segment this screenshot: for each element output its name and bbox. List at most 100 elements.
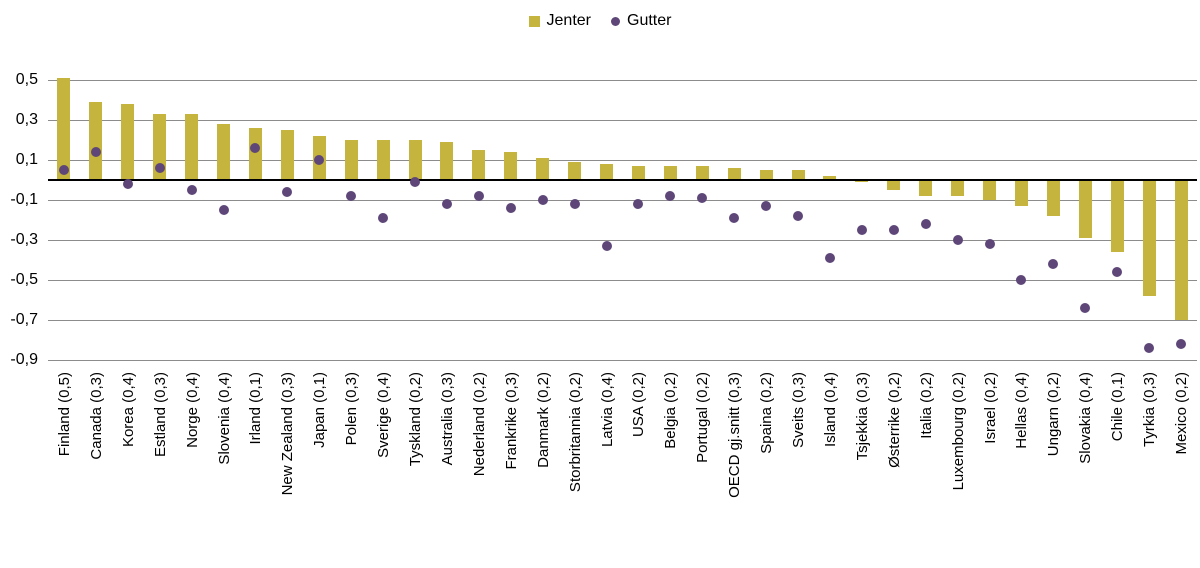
gridline [48,119,1197,121]
dot-gutter [665,191,676,201]
dot-gutter [729,213,740,223]
x-axis-label: Mexico (0,2) [1173,372,1200,455]
x-axis-label-text: Frankrike (0,3) [502,372,520,470]
dot-gutter [856,225,867,235]
dot-gutter [346,191,357,201]
x-axis-label-text: Sverige (0,4) [375,372,393,458]
bar-jenter [631,166,645,180]
x-axis-label-text: Polen (0,3) [343,372,361,446]
bar-jenter [919,180,933,196]
dot-gutter [122,179,133,189]
bar-jenter [408,140,422,180]
x-axis-label-text: Storbritannia (0,2) [566,372,584,493]
x-axis-label-text: Korea (0,4) [119,372,137,448]
dot-gutter [952,235,963,245]
bar-jenter [376,140,390,180]
bar-jenter [1142,180,1156,296]
dot-gutter [569,199,580,209]
dot-gutter [505,203,516,213]
x-axis-label-text: Spaina (0,2) [758,372,776,454]
dot-gutter [697,193,708,203]
dot-gutter [920,219,931,229]
bar-jenter [727,168,741,180]
bar-jenter [791,170,805,180]
x-axis-label-text: Mexico (0,2) [1173,372,1191,455]
dot-gutter [282,187,293,197]
dot-gutter [761,201,772,211]
bar-jenter [1174,180,1188,320]
dot-gutter [473,191,484,201]
y-axis-tick-label: 0,1 [15,151,38,168]
x-axis-label-text: Israel (0,2) [981,372,999,444]
dot-gutter [1176,339,1187,349]
dot-gutter [793,211,804,221]
gridline [48,239,1197,241]
dot-gutter [1144,343,1155,353]
x-axis-label-text: Japan (0,1) [311,372,329,448]
dot-gutter [633,199,644,209]
dot-gutter [1016,275,1027,285]
x-axis-label-text: Portugal (0,2) [694,372,712,463]
dot-gutter [601,241,612,251]
dot-gutter [218,205,229,215]
bar-jenter [472,150,486,180]
dot-gutter [824,253,835,263]
bar-jenter [951,180,965,196]
bar-jenter [1046,180,1060,216]
dot-gutter [888,225,899,235]
bar-jenter [185,114,199,180]
x-axis-label-text: Nederland (0,2) [470,372,488,477]
y-axis-tick-label: -0,1 [10,191,38,208]
dot-gutter [441,199,452,209]
x-axis-label-text: Australia (0,3) [438,372,456,466]
bar-jenter [823,176,837,180]
zero-axis-line [48,179,1197,181]
gridline [48,359,1197,361]
legend-entry-jenter: Jenter [528,12,591,30]
x-axis-label-text: Irland (0,1) [247,372,265,445]
bar-jenter [89,102,103,180]
bar-jenter [440,142,454,180]
jenter-square-icon [528,15,540,27]
x-axis-label-text: Østerrike (0,2) [885,372,903,468]
x-axis-label-text: New Zealand (0,3) [279,372,297,496]
dot-gutter [186,185,197,195]
dot-gutter [1080,303,1091,313]
x-axis-label-text: Hellas (0,4) [1013,372,1031,449]
bar-jenter [983,180,997,200]
y-axis-tick-label: 0,3 [15,111,38,128]
x-axis-label-text: Chile (0,1) [1109,372,1127,442]
dot-gutter [250,143,261,153]
legend-entry-gutter: Gutter [611,12,671,30]
bar-jenter [536,158,550,180]
gridline [48,279,1197,281]
x-axis-label-text: Belgia (0,2) [662,372,680,449]
bar-jenter [344,140,358,180]
x-axis-label-text: Canada (0,3) [87,372,105,460]
dot-gutter [1112,267,1123,277]
bar-jenter [759,170,773,180]
gridline [48,159,1197,161]
y-axis-tick-label: 0,5 [15,71,38,88]
x-axis-label-text: Tyskland (0,2) [407,372,425,467]
bar-jenter [248,128,262,180]
x-axis-label-text: Italia (0,2) [917,372,935,439]
dot-gutter [537,195,548,205]
bar-jenter [121,104,135,180]
bar-jenter [695,166,709,180]
dot-gutter [378,213,389,223]
dot-gutter [90,147,101,157]
bar-jenter [663,166,677,180]
gridline [48,199,1197,201]
bar-jenter [887,180,901,190]
x-axis-label-text: Tyrkia (0,3) [1141,372,1159,448]
bar-jenter [1078,180,1092,238]
y-axis-tick-label: -0,9 [10,351,38,368]
bar-jenter [217,124,231,180]
gridline [48,79,1197,81]
x-axis-label-text: Estland (0,3) [151,372,169,458]
dot-gutter [1048,259,1059,269]
gridline [48,319,1197,321]
y-axis-tick-label: -0,5 [10,271,38,288]
